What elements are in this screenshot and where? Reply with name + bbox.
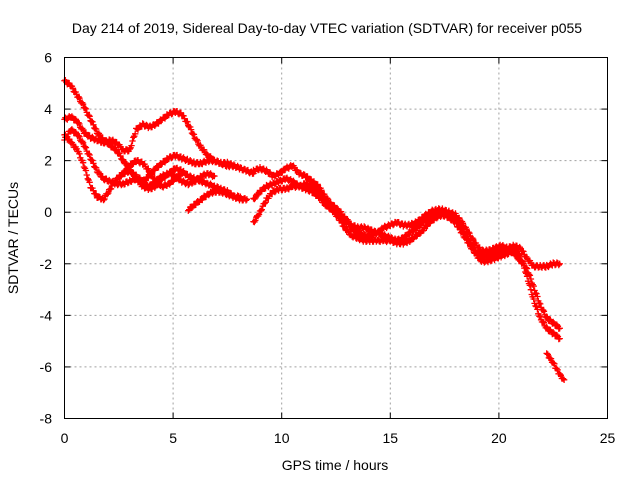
- y-tick-label: 6: [44, 50, 52, 66]
- y-tick-label: -2: [40, 256, 53, 272]
- series-markers: [119, 157, 185, 191]
- y-axis-label: SDTVAR / TECUs: [5, 182, 21, 294]
- x-tick-label: 25: [600, 430, 616, 446]
- series-track-9: [250, 174, 563, 343]
- y-tick-label: -4: [40, 307, 53, 323]
- series-track-5: [119, 157, 185, 191]
- chart-title: Day 214 of 2019, Sidereal Day-to-day VTE…: [72, 20, 582, 36]
- series-markers: [185, 187, 244, 214]
- series-markers: [250, 174, 563, 343]
- y-tick-label: -8: [40, 411, 53, 427]
- y-tick-label: 0: [44, 204, 52, 220]
- plot-border: [64, 57, 608, 419]
- series-markers: [543, 350, 568, 383]
- y-tick-label: 4: [44, 101, 52, 117]
- series-track-6: [185, 187, 244, 214]
- series-track-10: [543, 350, 568, 383]
- y-tick-label: 2: [44, 153, 52, 169]
- x-tick-label: 10: [274, 430, 290, 446]
- x-axis-label: GPS time / hours: [282, 457, 389, 473]
- axes: 0 5 10 15 20 25 -8 -6 -4 -2 0 2 4 6: [40, 50, 616, 447]
- x-tick-label: 15: [383, 430, 399, 446]
- y-tick-label: -6: [40, 359, 53, 375]
- x-tick-label: 5: [169, 430, 177, 446]
- x-tick-label: 0: [61, 430, 69, 446]
- x-tick-label: 20: [491, 430, 507, 446]
